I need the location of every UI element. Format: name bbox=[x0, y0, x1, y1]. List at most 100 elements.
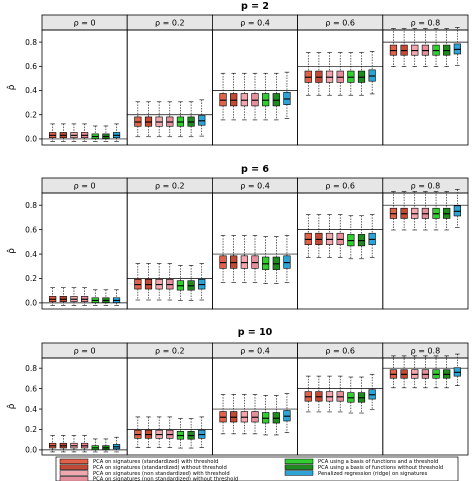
box bbox=[230, 235, 238, 283]
y-tick-label: 0.2 bbox=[25, 425, 37, 434]
box bbox=[80, 435, 89, 453]
box bbox=[325, 214, 334, 258]
box bbox=[155, 263, 163, 301]
panel-strip-label: ρ = 0.6 bbox=[325, 347, 355, 356]
box bbox=[325, 52, 334, 96]
box bbox=[166, 416, 174, 448]
plot-block: p = 6 ρ̂ 0.0 0.2 0.4 0.6 0.8 ρ = 0 ρ = 0.2 ρ = 0.… bbox=[6, 164, 469, 310]
legend-label: PCA using a basis of functions without t… bbox=[318, 465, 443, 471]
legend-swatch bbox=[59, 470, 89, 476]
y-tick-label: 0.8 bbox=[25, 201, 37, 210]
box bbox=[166, 263, 174, 301]
box bbox=[432, 355, 440, 389]
panel-frame bbox=[382, 357, 469, 456]
y-axis-label: ρ̂ bbox=[6, 84, 17, 90]
box bbox=[315, 214, 323, 258]
legend-swatch bbox=[59, 458, 89, 465]
legend-item: PCA using a basis of functions without t… bbox=[284, 464, 443, 471]
panel-strip-label: ρ = 0.2 bbox=[155, 182, 185, 191]
box bbox=[49, 435, 57, 453]
box bbox=[262, 236, 270, 284]
box bbox=[304, 375, 312, 413]
panel-strip-label: ρ = 0 bbox=[74, 347, 96, 356]
panel-strip-label: ρ = 0.6 bbox=[325, 19, 355, 28]
box bbox=[166, 101, 174, 138]
legend: PCA on signatures (standardized) with th… bbox=[55, 456, 459, 481]
y-tick-label: 0.8 bbox=[25, 38, 37, 47]
box bbox=[91, 438, 99, 453]
plot-title: p = 2 bbox=[241, 1, 269, 12]
panel-strip-label: ρ = 0.4 bbox=[240, 347, 270, 356]
panel-frame bbox=[297, 357, 384, 456]
plot-block: p = 10 ρ̂ 0.0 0.2 0.4 0.6 0.8 ρ = 0 ρ = 0.2 ρ = 0… bbox=[6, 327, 469, 456]
box bbox=[283, 71, 291, 119]
box bbox=[251, 72, 259, 121]
panel-strip-label: ρ = 0.4 bbox=[240, 19, 270, 28]
legend-swatch bbox=[59, 476, 89, 481]
box bbox=[336, 52, 344, 96]
plot-title: p = 6 bbox=[241, 164, 269, 175]
panel-frame bbox=[126, 357, 213, 456]
box bbox=[91, 289, 99, 306]
box bbox=[198, 99, 206, 137]
panel-frame bbox=[41, 357, 128, 456]
legend-frame bbox=[55, 456, 459, 481]
legend-item: PCA on signatures (non standardized) wit… bbox=[59, 470, 230, 477]
legend-item: PCA using a basis of functions and a thr… bbox=[284, 458, 438, 465]
panel-strip-label: ρ = 0 bbox=[74, 19, 96, 28]
y-tick-label: 0.0 bbox=[25, 446, 37, 455]
box bbox=[357, 52, 366, 96]
panel-strip-label: ρ = 0.8 bbox=[411, 347, 441, 356]
box bbox=[389, 191, 398, 231]
legend-item: PCA on signatures (non standardized) wit… bbox=[59, 476, 238, 481]
box bbox=[187, 418, 195, 449]
panel-strip-label: ρ = 0.4 bbox=[240, 182, 270, 191]
box bbox=[112, 436, 121, 453]
box bbox=[421, 191, 430, 231]
box bbox=[389, 28, 398, 67]
panel-strip-label: ρ = 0.2 bbox=[155, 19, 185, 28]
box bbox=[134, 263, 142, 301]
box bbox=[272, 395, 280, 436]
box bbox=[400, 355, 408, 389]
box bbox=[240, 72, 248, 121]
box bbox=[219, 235, 227, 283]
y-tick-label: 0.6 bbox=[25, 62, 37, 71]
box bbox=[176, 418, 185, 449]
box bbox=[411, 28, 419, 67]
box bbox=[262, 72, 270, 121]
panel-frame bbox=[297, 29, 384, 146]
box bbox=[283, 393, 291, 434]
legend-label: PCA on signatures (standardized) without… bbox=[93, 465, 227, 471]
box bbox=[134, 416, 142, 448]
box bbox=[272, 236, 280, 284]
legend-swatch bbox=[284, 470, 314, 476]
box bbox=[70, 123, 78, 142]
panel-strip-label: ρ = 0.8 bbox=[411, 19, 441, 28]
box bbox=[304, 52, 312, 96]
box bbox=[357, 376, 366, 414]
box bbox=[315, 375, 323, 413]
box bbox=[368, 214, 376, 258]
box bbox=[155, 101, 163, 138]
box bbox=[443, 355, 451, 389]
box bbox=[240, 235, 248, 283]
legend-swatch bbox=[59, 464, 89, 470]
legend-swatch bbox=[284, 458, 314, 465]
box bbox=[155, 416, 163, 448]
box bbox=[443, 28, 451, 67]
box bbox=[240, 394, 248, 435]
box bbox=[59, 435, 67, 453]
box bbox=[198, 416, 206, 448]
box bbox=[144, 101, 153, 138]
box bbox=[368, 373, 376, 411]
box bbox=[421, 28, 430, 67]
box bbox=[230, 72, 238, 121]
legend-swatch bbox=[284, 464, 314, 470]
box bbox=[70, 435, 78, 453]
legend-label: PCA using a basis of functions and a thr… bbox=[318, 459, 438, 465]
box bbox=[219, 394, 227, 435]
box bbox=[80, 123, 89, 142]
y-tick-label: 0.0 bbox=[25, 299, 37, 308]
legend-item: PCA on signatures (standardized) without… bbox=[59, 464, 227, 471]
